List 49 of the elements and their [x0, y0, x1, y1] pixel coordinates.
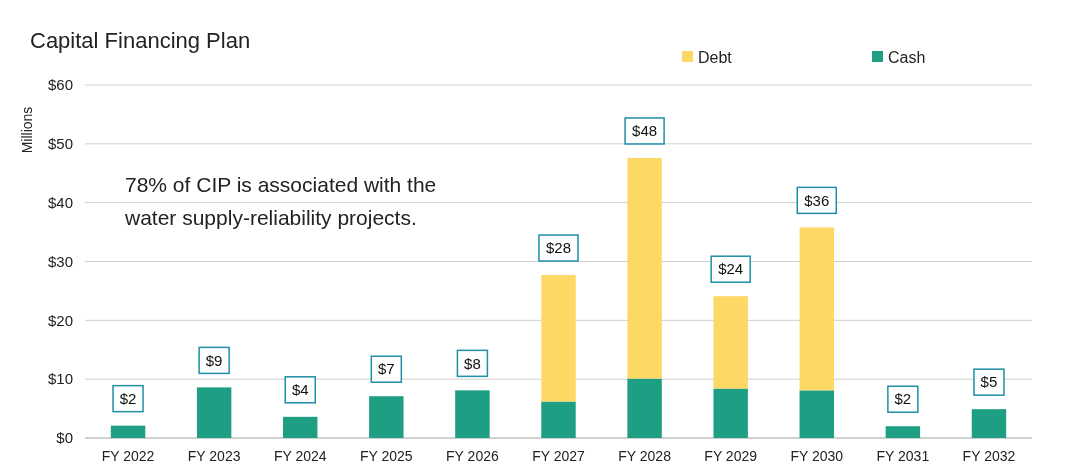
x-tick-label: FY 2022 [101, 448, 155, 464]
legend-label: Debt [698, 48, 733, 66]
total-label: $2 [119, 389, 137, 407]
bar [541, 401, 576, 438]
x-tick-label: FY 2032 [962, 448, 1016, 464]
total-label: $8 [464, 354, 481, 372]
total-label: $4 [291, 381, 309, 399]
legend-label: Cash [888, 48, 926, 66]
x-tick-label: FY 2031 [876, 448, 930, 464]
total-label: $2 [894, 390, 912, 408]
x-tick-label: FY 2025 [359, 448, 413, 464]
x-tick-label: FY 2029 [704, 448, 758, 464]
total-label: $36 [804, 191, 830, 209]
y-tick-label: $10 [47, 370, 73, 388]
total-label: $28 [545, 239, 572, 257]
x-tick-label: FY 2024 [273, 448, 327, 464]
y-tick-label: $40 [47, 193, 73, 211]
bar [541, 275, 576, 402]
x-tick-label: FY 2030 [790, 448, 844, 464]
bar [885, 426, 921, 438]
y-tick-label: $50 [47, 135, 73, 153]
bar [196, 387, 232, 438]
bar [799, 227, 834, 391]
y-tick-label: $0 [56, 429, 73, 447]
x-tick-label: FY 2028 [618, 448, 672, 464]
bar [455, 390, 490, 438]
bar [110, 425, 146, 438]
x-tick-label: FY 2027 [532, 448, 586, 464]
y-axis-title: Millions [19, 106, 35, 154]
bar [799, 390, 834, 438]
bar [627, 378, 662, 438]
bar [713, 296, 748, 389]
bar [627, 157, 662, 379]
bar [283, 416, 318, 438]
annotation: 78% of CIP is associated with the water supply-reliability projects. [124, 173, 437, 229]
y-tick-label: $20 [47, 311, 73, 329]
x-tick-label: FY 2026 [446, 448, 499, 464]
x-tick-label: FY 2023 [187, 448, 241, 464]
total-label: $7 [377, 360, 395, 378]
y-tick-label: $30 [47, 252, 73, 270]
y-tick-label: $60 [47, 76, 73, 94]
bar [971, 409, 1007, 438]
total-label: $5 [980, 373, 998, 391]
chart-title: Capital Financing Plan [30, 28, 251, 53]
total-label: $24 [718, 260, 744, 278]
total-label: $9 [205, 351, 223, 369]
bar [713, 388, 748, 438]
total-label: $48 [632, 122, 658, 140]
bar [369, 396, 404, 438]
